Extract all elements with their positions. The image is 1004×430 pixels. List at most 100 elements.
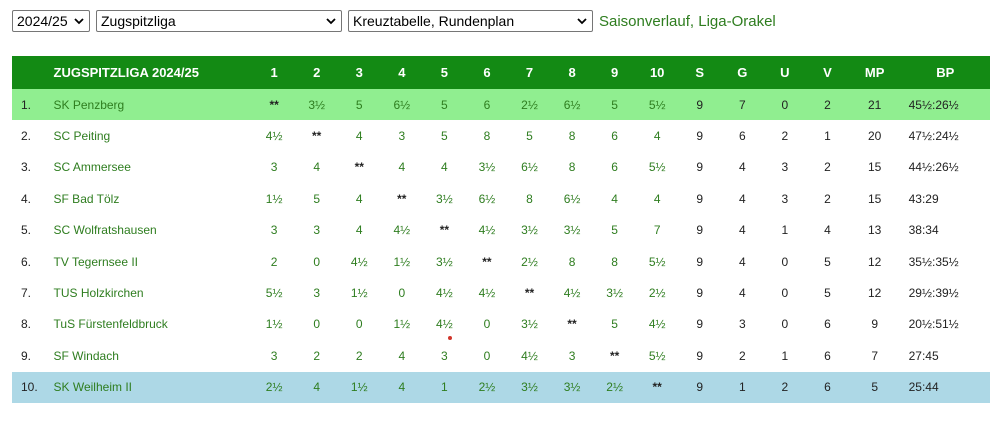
- result-link[interactable]: 5½: [648, 160, 666, 175]
- result-link[interactable]: 5: [313, 191, 321, 206]
- result-link[interactable]: 6: [465, 89, 509, 121]
- result-link[interactable]: 2½: [252, 371, 296, 403]
- result-link[interactable]: 6: [611, 160, 618, 175]
- result-link[interactable]: 5½: [648, 254, 666, 269]
- result-link[interactable]: 0: [355, 317, 363, 332]
- result-link[interactable]: 0: [483, 317, 491, 332]
- result-link[interactable]: 3: [398, 129, 406, 144]
- result-link[interactable]: 8: [611, 254, 618, 269]
- result-link[interactable]: 2: [270, 254, 278, 269]
- result-link[interactable]: 3: [270, 160, 278, 175]
- result-link[interactable]: 7: [653, 223, 661, 238]
- result-link[interactable]: 5: [611, 317, 618, 332]
- result-link[interactable]: 2½: [593, 371, 636, 403]
- liga-orakel-link[interactable]: Liga-Orakel: [698, 12, 776, 30]
- team-link[interactable]: SF Windach: [53, 348, 119, 363]
- result-link[interactable]: 4½: [478, 286, 496, 301]
- result-link[interactable]: 4: [611, 191, 618, 206]
- result-link[interactable]: 4: [398, 348, 406, 363]
- result-link[interactable]: 8: [483, 129, 491, 144]
- saisonverlauf-link[interactable]: Saisonverlauf: [599, 12, 690, 30]
- team-link[interactable]: TuS Fürstenfeldbruck: [53, 317, 168, 332]
- result-link[interactable]: 5½: [635, 89, 679, 121]
- team-link[interactable]: SK Penzberg: [53, 89, 253, 121]
- result-link[interactable]: 1½: [265, 191, 283, 206]
- result-link[interactable]: 4½: [350, 254, 368, 269]
- result-link[interactable]: 0: [313, 254, 321, 269]
- result-link[interactable]: 3: [568, 348, 576, 363]
- team-link[interactable]: SC Ammersee: [53, 160, 131, 175]
- result-link[interactable]: 2½: [508, 89, 551, 121]
- team-link[interactable]: SC Peiting: [53, 129, 111, 144]
- result-link[interactable]: 6½: [478, 191, 496, 206]
- result-link[interactable]: 0: [313, 317, 321, 332]
- result-link[interactable]: 2½: [465, 371, 509, 403]
- result-link[interactable]: 2: [355, 348, 363, 363]
- result-link[interactable]: 4: [355, 223, 363, 238]
- result-link[interactable]: 8: [568, 254, 576, 269]
- result-link[interactable]: 3: [270, 223, 278, 238]
- result-link[interactable]: 1½: [393, 317, 411, 332]
- result-link[interactable]: 3½: [563, 223, 581, 238]
- result-link[interactable]: 3½: [606, 286, 623, 301]
- result-link[interactable]: 2½: [648, 286, 666, 301]
- league-select[interactable]: Zugspitzliga: [96, 10, 342, 32]
- result-link[interactable]: 0: [398, 286, 406, 301]
- result-link[interactable]: 4: [380, 371, 424, 403]
- view-select[interactable]: Kreuztabelle, Rundenplan: [348, 10, 593, 32]
- result-link[interactable]: 3½: [436, 191, 453, 206]
- result-link[interactable]: 3½: [550, 371, 594, 403]
- result-link[interactable]: 0: [483, 348, 491, 363]
- result-link[interactable]: 5½: [265, 286, 283, 301]
- result-link[interactable]: 8: [568, 160, 576, 175]
- result-link[interactable]: 2½: [521, 254, 538, 269]
- result-link[interactable]: 4½: [478, 223, 496, 238]
- result-link[interactable]: 5½: [648, 348, 666, 363]
- result-link[interactable]: 5: [593, 89, 636, 121]
- team-link[interactable]: TUS Holzkirchen: [53, 286, 144, 301]
- result-link[interactable]: 1½: [350, 286, 368, 301]
- result-link[interactable]: 4½: [563, 286, 581, 301]
- result-link[interactable]: 5: [611, 223, 618, 238]
- result-link[interactable]: 5: [441, 129, 448, 144]
- result-link[interactable]: 5: [423, 89, 466, 121]
- result-link[interactable]: 1: [423, 371, 466, 403]
- result-link[interactable]: 4: [653, 129, 661, 144]
- result-link[interactable]: 6½: [380, 89, 424, 121]
- result-link[interactable]: 4½: [436, 286, 453, 301]
- result-link[interactable]: 3: [441, 348, 448, 363]
- result-link[interactable]: 3½: [436, 254, 453, 269]
- result-link[interactable]: 6½: [521, 160, 538, 175]
- result-link[interactable]: 4: [398, 160, 406, 175]
- team-link[interactable]: TV Tegernsee II: [53, 254, 139, 269]
- result-link[interactable]: 4: [295, 371, 338, 403]
- team-link[interactable]: SF Bad Tölz: [53, 191, 120, 206]
- result-link[interactable]: 4½: [393, 223, 411, 238]
- result-link[interactable]: 4½: [436, 317, 453, 332]
- result-link[interactable]: 3½: [508, 371, 551, 403]
- result-link[interactable]: 4: [355, 129, 363, 144]
- season-select[interactable]: 2024/25: [12, 10, 90, 32]
- result-link[interactable]: 4½: [265, 129, 283, 144]
- result-link[interactable]: 6: [611, 129, 618, 144]
- result-link[interactable]: 3½: [521, 223, 538, 238]
- team-link[interactable]: SK Weilheim II: [53, 371, 253, 403]
- result-link[interactable]: 8: [526, 191, 533, 206]
- result-link[interactable]: 3½: [521, 317, 538, 332]
- result-link[interactable]: 3½: [478, 160, 496, 175]
- result-link[interactable]: 4½: [648, 317, 666, 332]
- result-link[interactable]: 1½: [265, 317, 283, 332]
- team-link[interactable]: SC Wolfratshausen: [53, 223, 157, 238]
- result-link[interactable]: 3: [313, 286, 321, 301]
- result-link[interactable]: 6½: [550, 89, 594, 121]
- result-link[interactable]: 4: [441, 160, 448, 175]
- result-link[interactable]: 2: [313, 348, 321, 363]
- result-link[interactable]: 6½: [563, 191, 581, 206]
- result-link[interactable]: 4: [653, 191, 661, 206]
- result-link[interactable]: 3: [270, 348, 278, 363]
- result-link[interactable]: 3½: [295, 89, 338, 121]
- result-link[interactable]: 5: [337, 89, 381, 121]
- result-link[interactable]: 4½: [521, 348, 538, 363]
- result-link[interactable]: 5: [526, 129, 533, 144]
- result-link[interactable]: 1½: [393, 254, 411, 269]
